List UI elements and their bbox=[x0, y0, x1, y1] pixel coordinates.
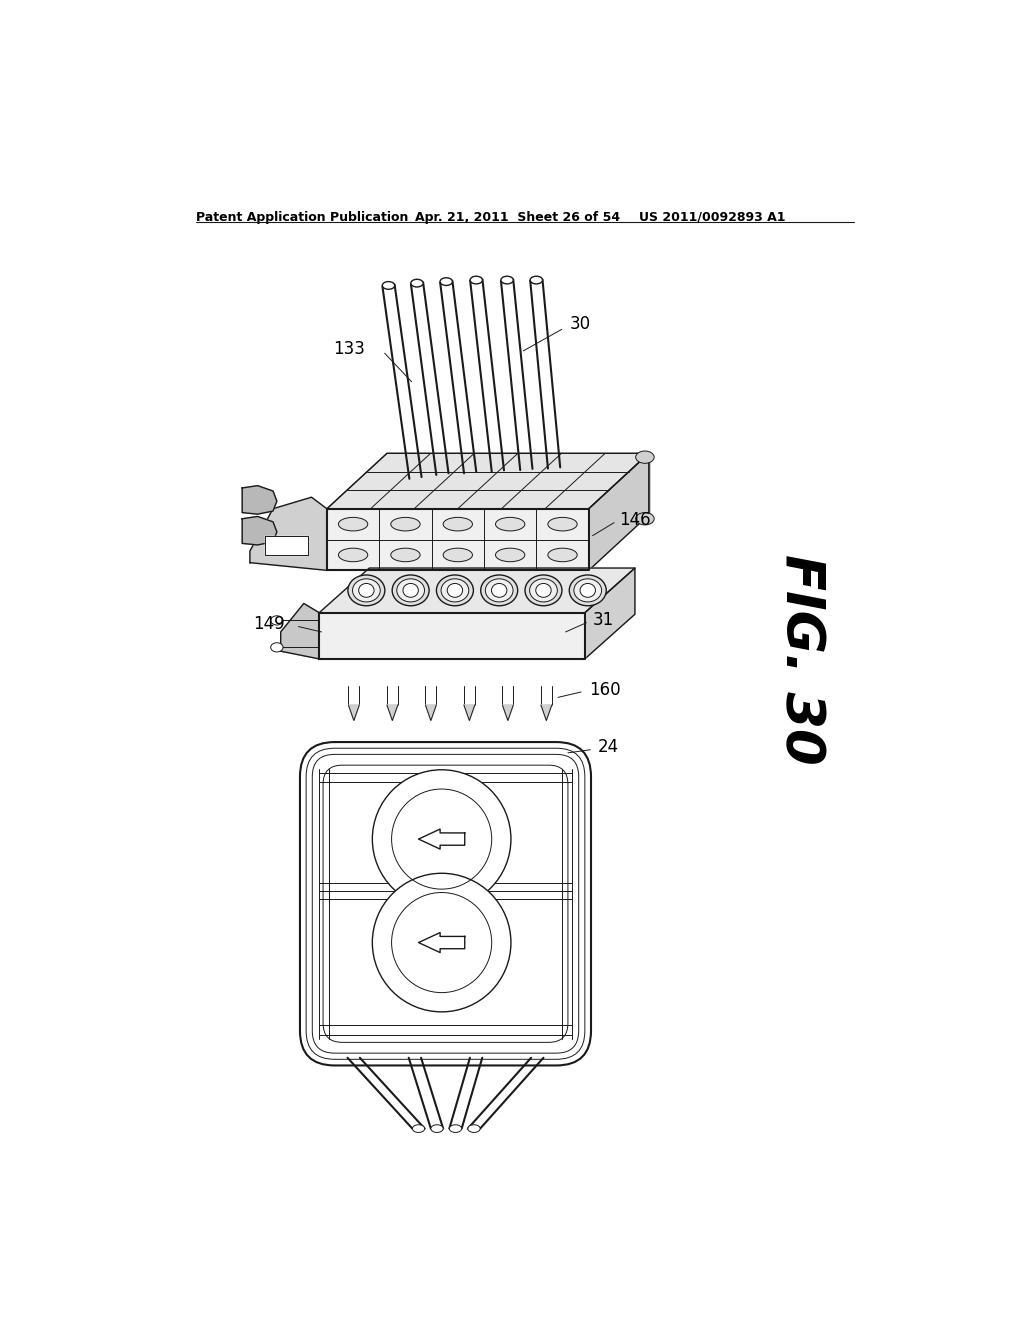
Text: Apr. 21, 2011  Sheet 26 of 54: Apr. 21, 2011 Sheet 26 of 54 bbox=[416, 211, 621, 224]
Polygon shape bbox=[281, 603, 319, 659]
Ellipse shape bbox=[485, 579, 513, 602]
Ellipse shape bbox=[480, 576, 518, 606]
Ellipse shape bbox=[403, 583, 419, 597]
Ellipse shape bbox=[548, 548, 578, 562]
Ellipse shape bbox=[352, 579, 380, 602]
Ellipse shape bbox=[338, 548, 368, 562]
Polygon shape bbox=[387, 453, 649, 515]
Ellipse shape bbox=[411, 280, 423, 286]
Ellipse shape bbox=[548, 517, 578, 531]
Text: 160: 160 bbox=[589, 681, 621, 698]
Ellipse shape bbox=[440, 277, 453, 285]
Polygon shape bbox=[387, 705, 397, 721]
Polygon shape bbox=[327, 453, 649, 508]
Ellipse shape bbox=[636, 512, 654, 525]
Polygon shape bbox=[503, 705, 513, 721]
Ellipse shape bbox=[443, 517, 472, 531]
Ellipse shape bbox=[496, 517, 525, 531]
Polygon shape bbox=[243, 486, 276, 515]
Ellipse shape bbox=[636, 451, 654, 463]
Ellipse shape bbox=[270, 615, 283, 626]
Ellipse shape bbox=[536, 583, 551, 597]
Polygon shape bbox=[541, 705, 552, 721]
Ellipse shape bbox=[391, 548, 420, 562]
Ellipse shape bbox=[348, 576, 385, 606]
Ellipse shape bbox=[468, 1125, 480, 1133]
Text: US 2011/0092893 A1: US 2011/0092893 A1 bbox=[639, 211, 785, 224]
Ellipse shape bbox=[358, 583, 374, 597]
Text: 31: 31 bbox=[593, 611, 613, 630]
Polygon shape bbox=[464, 705, 475, 721]
Polygon shape bbox=[319, 568, 635, 612]
Polygon shape bbox=[319, 612, 585, 659]
Polygon shape bbox=[503, 705, 513, 721]
Ellipse shape bbox=[431, 1125, 443, 1133]
Ellipse shape bbox=[529, 579, 557, 602]
Ellipse shape bbox=[396, 579, 425, 602]
Circle shape bbox=[373, 874, 511, 1012]
Polygon shape bbox=[327, 508, 589, 570]
Polygon shape bbox=[265, 536, 307, 554]
Ellipse shape bbox=[392, 576, 429, 606]
Ellipse shape bbox=[447, 583, 463, 597]
Ellipse shape bbox=[501, 276, 513, 284]
Ellipse shape bbox=[382, 281, 394, 289]
Polygon shape bbox=[243, 516, 276, 545]
Text: 149: 149 bbox=[253, 615, 285, 634]
Ellipse shape bbox=[569, 576, 606, 606]
Polygon shape bbox=[541, 705, 552, 721]
Polygon shape bbox=[419, 932, 465, 953]
Ellipse shape bbox=[391, 517, 420, 531]
Polygon shape bbox=[348, 705, 359, 721]
Ellipse shape bbox=[492, 583, 507, 597]
Ellipse shape bbox=[436, 576, 473, 606]
Polygon shape bbox=[425, 705, 436, 721]
Polygon shape bbox=[250, 498, 327, 570]
Text: FIG. 30: FIG. 30 bbox=[774, 553, 826, 764]
Text: 133: 133 bbox=[334, 341, 366, 358]
Circle shape bbox=[373, 770, 511, 908]
Polygon shape bbox=[419, 829, 465, 849]
Polygon shape bbox=[387, 705, 397, 721]
Ellipse shape bbox=[270, 643, 283, 652]
Ellipse shape bbox=[413, 1125, 425, 1133]
Ellipse shape bbox=[443, 548, 472, 562]
Ellipse shape bbox=[441, 579, 469, 602]
Ellipse shape bbox=[470, 276, 482, 284]
Polygon shape bbox=[348, 705, 359, 721]
FancyBboxPatch shape bbox=[300, 742, 591, 1065]
Text: 24: 24 bbox=[598, 738, 620, 756]
Ellipse shape bbox=[573, 579, 602, 602]
Polygon shape bbox=[589, 453, 649, 570]
Text: Patent Application Publication: Patent Application Publication bbox=[196, 211, 409, 224]
Ellipse shape bbox=[496, 548, 525, 562]
Ellipse shape bbox=[338, 517, 368, 531]
Ellipse shape bbox=[525, 576, 562, 606]
Polygon shape bbox=[585, 568, 635, 659]
Ellipse shape bbox=[580, 583, 595, 597]
Text: 30: 30 bbox=[569, 315, 591, 333]
Ellipse shape bbox=[530, 276, 543, 284]
Ellipse shape bbox=[450, 1125, 462, 1133]
Text: 146: 146 bbox=[620, 511, 651, 529]
Polygon shape bbox=[464, 705, 475, 721]
Polygon shape bbox=[425, 705, 436, 721]
